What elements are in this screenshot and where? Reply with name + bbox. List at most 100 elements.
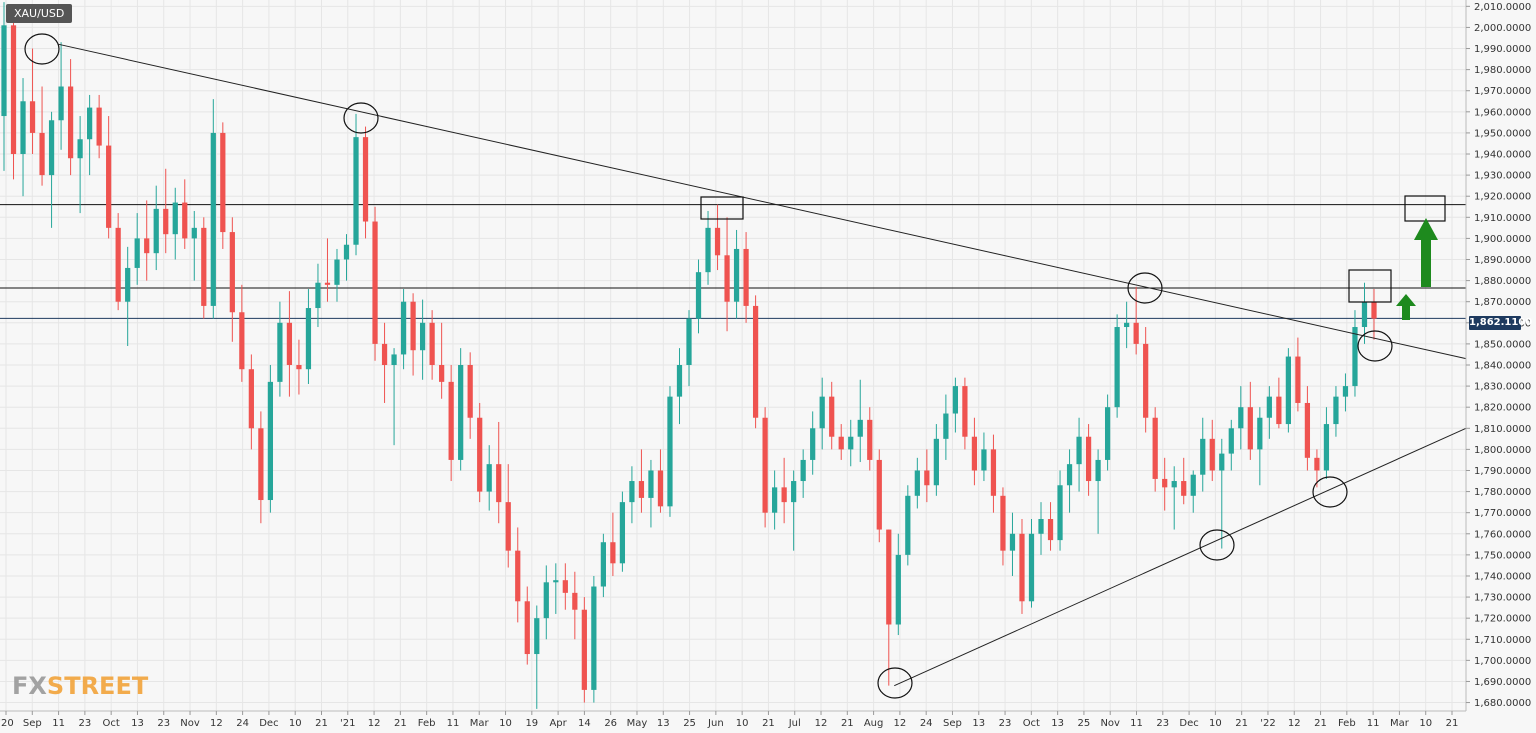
- candle: [933, 424, 939, 496]
- candle-body: [610, 542, 616, 564]
- candle: [981, 432, 987, 482]
- candle-body: [163, 208, 169, 235]
- candle-body: [448, 381, 454, 460]
- candle-body: [372, 221, 378, 344]
- candle: [572, 571, 578, 640]
- candle-body: [467, 364, 473, 418]
- y-tick-label: 1,940.0000: [1474, 150, 1531, 161]
- ascending-support-line: [894, 427, 1467, 687]
- y-tick-label: 1,820.0000: [1474, 403, 1531, 414]
- x-tick-label: 13: [1051, 718, 1064, 729]
- candle-body: [1171, 481, 1177, 488]
- candle: [372, 206, 378, 361]
- y-tick-label: 1,780.0000: [1474, 487, 1531, 498]
- candle-body: [201, 227, 207, 306]
- y-tick-label: 1,700.0000: [1474, 656, 1531, 667]
- trendlines: [58, 43, 1467, 687]
- candle-body: [724, 255, 730, 302]
- y-tick-label: 1,850.0000: [1474, 339, 1531, 350]
- x-tick-label: 25: [1078, 718, 1091, 729]
- x-tick-label: May: [627, 718, 648, 729]
- candle-body: [667, 396, 673, 507]
- candle: [400, 289, 407, 370]
- candle: [886, 529, 892, 686]
- candle-body: [1019, 533, 1025, 602]
- candle-body: [77, 139, 83, 159]
- candle: [924, 449, 930, 503]
- candle-body: [334, 259, 340, 285]
- candle: [1143, 327, 1149, 433]
- candle-body: [876, 459, 882, 530]
- y-tick-label: 1,720.0000: [1474, 614, 1531, 625]
- candle: [667, 386, 673, 517]
- candle: [762, 407, 768, 528]
- candle-body: [153, 208, 159, 254]
- candle-body: [220, 132, 226, 233]
- x-tick-label: Dec: [259, 718, 278, 729]
- candle: [1181, 457, 1187, 505]
- candle: [714, 204, 721, 271]
- candle-body: [838, 436, 844, 450]
- candle-body: [657, 470, 664, 507]
- candle-body: [676, 364, 683, 397]
- candle-body: [1342, 386, 1349, 397]
- x-tick-label: 12: [815, 718, 828, 729]
- candle: [838, 424, 844, 460]
- candle: [515, 527, 521, 623]
- candle-body: [1276, 396, 1282, 425]
- candle-body: [315, 282, 321, 309]
- x-tick-label: 10: [1209, 718, 1222, 729]
- candle-body: [277, 322, 283, 382]
- candle: [96, 94, 102, 159]
- candle-body: [1304, 402, 1311, 458]
- x-tick-label: Sep: [23, 718, 42, 729]
- candle-body: [1247, 407, 1253, 450]
- candle-body: [1104, 407, 1111, 460]
- candle-body: [562, 580, 568, 593]
- candle-body: [810, 428, 816, 460]
- x-tick-label: 23: [999, 718, 1012, 729]
- candle: [943, 394, 949, 460]
- candle-body: [515, 550, 521, 602]
- symbol-label: XAU/USD: [6, 4, 73, 23]
- candle-body: [714, 227, 721, 256]
- candle: [410, 293, 416, 376]
- candle: [172, 187, 178, 260]
- candle: [67, 59, 74, 176]
- candle-body: [1371, 301, 1377, 319]
- candle: [429, 310, 435, 380]
- candle: [258, 411, 264, 524]
- candle: [477, 402, 483, 503]
- y-tick-label: 2,010.0000: [1474, 2, 1531, 13]
- candle-body: [1228, 428, 1234, 454]
- candle-body: [800, 459, 806, 482]
- candle: [819, 377, 825, 450]
- candle-body: [638, 481, 645, 498]
- candle-body: [762, 417, 768, 513]
- x-tick-label: 23: [79, 718, 92, 729]
- x-tick-label: 11: [52, 718, 65, 729]
- candle-body: [1114, 327, 1120, 408]
- x-tick-label: 21: [762, 718, 775, 729]
- candle: [1066, 449, 1073, 513]
- candle: [87, 94, 93, 176]
- candle-body: [971, 436, 978, 471]
- y-tick-label: 1,880.0000: [1474, 276, 1531, 287]
- candle-body: [752, 305, 759, 418]
- candle-body: [648, 470, 654, 498]
- x-tick-label: 13: [657, 718, 670, 729]
- candle: [553, 563, 559, 614]
- x-tick-label: 10: [289, 718, 302, 729]
- candle: [752, 295, 759, 429]
- annotation-box: [700, 196, 744, 220]
- candle-body: [1085, 436, 1092, 482]
- candle: [610, 512, 616, 576]
- candle: [733, 229, 740, 319]
- candle-body: [1333, 396, 1339, 425]
- logo-fx: FX: [12, 672, 47, 700]
- candle-body: [1209, 438, 1215, 471]
- x-tick-label: 24: [236, 718, 249, 729]
- x-tick-label: 13: [131, 718, 144, 729]
- x-tick-label: 12: [1288, 718, 1301, 729]
